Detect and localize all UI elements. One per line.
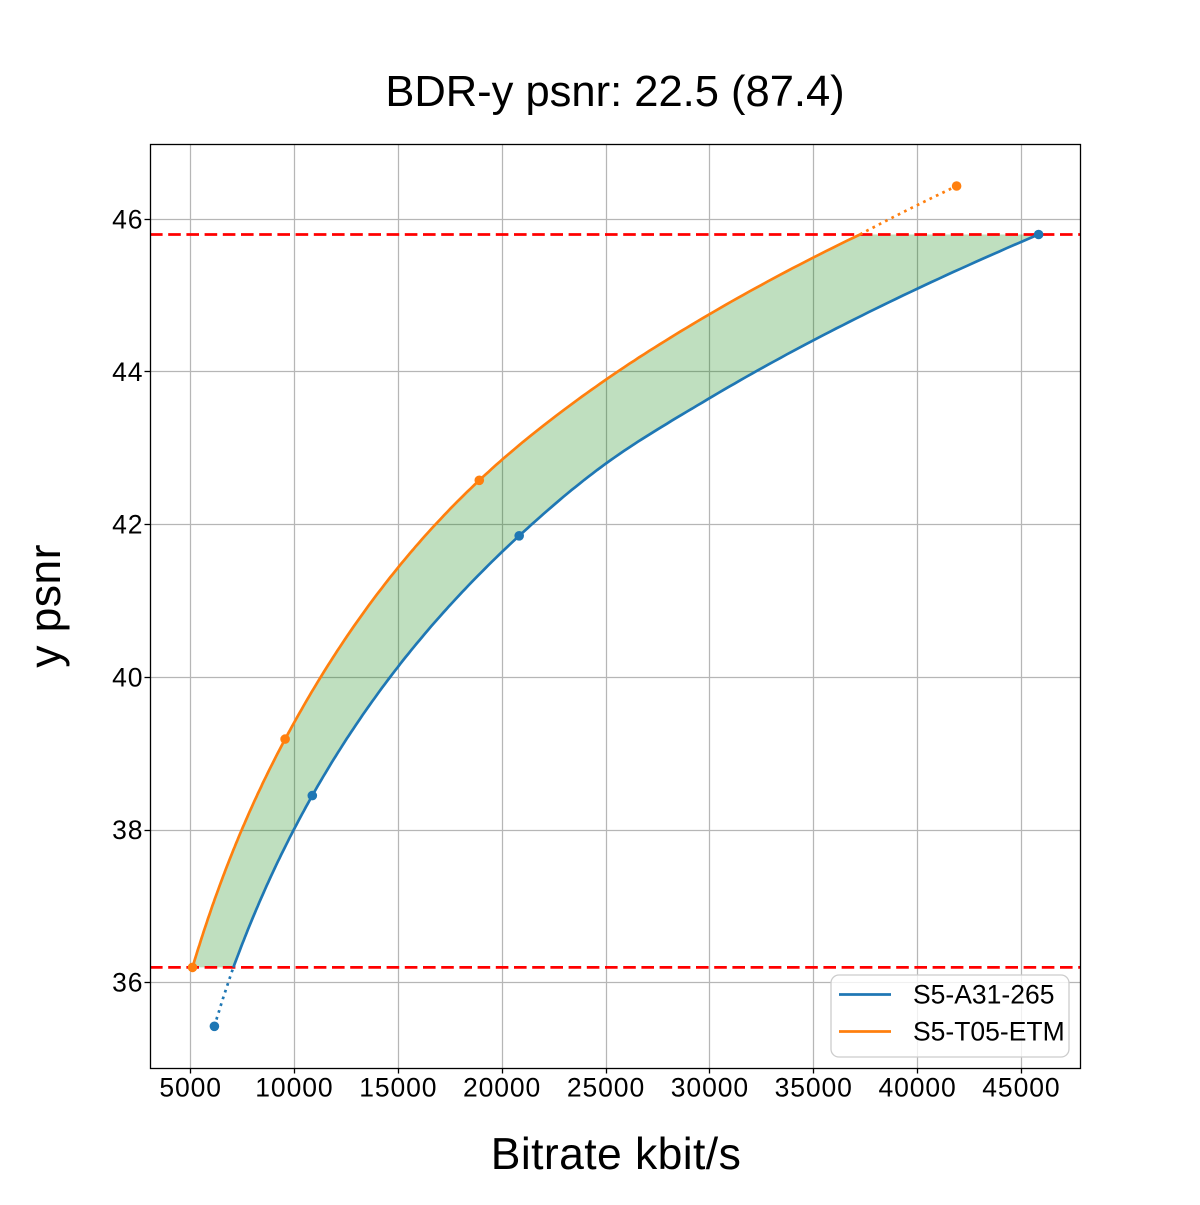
svg-text:25000: 25000 <box>567 1073 645 1103</box>
svg-text:20000: 20000 <box>463 1073 541 1103</box>
svg-text:S5-T05-ETM: S5-T05-ETM <box>913 1017 1065 1047</box>
svg-text:y psnr: y psnr <box>21 544 70 668</box>
svg-text:45000: 45000 <box>982 1073 1060 1103</box>
svg-text:5000: 5000 <box>159 1073 222 1103</box>
svg-text:Bitrate kbit/s: Bitrate kbit/s <box>491 1130 741 1179</box>
svg-text:35000: 35000 <box>775 1073 853 1103</box>
svg-text:44: 44 <box>112 357 143 387</box>
svg-text:30000: 30000 <box>671 1073 749 1103</box>
svg-text:40: 40 <box>112 662 143 692</box>
svg-text:36: 36 <box>112 968 143 998</box>
svg-text:42: 42 <box>112 510 143 540</box>
svg-text:15000: 15000 <box>359 1073 437 1103</box>
svg-text:BDR-y psnr: 22.5 (87.4): BDR-y psnr: 22.5 (87.4) <box>385 68 844 116</box>
svg-text:40000: 40000 <box>878 1073 956 1103</box>
svg-text:S5-A31-265: S5-A31-265 <box>913 980 1054 1010</box>
svg-text:46: 46 <box>112 204 143 234</box>
svg-text:10000: 10000 <box>255 1073 333 1103</box>
svg-text:38: 38 <box>112 815 143 845</box>
